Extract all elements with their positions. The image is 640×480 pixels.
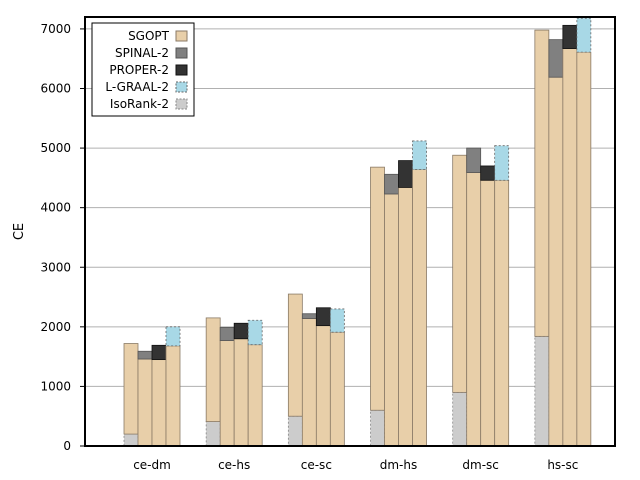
- bar-sgopt: [562, 48, 578, 447]
- bar-sgopt: [287, 293, 303, 417]
- bar-sgopt: [412, 169, 427, 447]
- bar-sgopt: [123, 343, 139, 435]
- bar-proper-2: [562, 24, 578, 49]
- legend-label: L-GRAAL-2: [105, 80, 169, 94]
- y-axis: 0 1000 2000 3000 4000 5000 6000 7000: [40, 22, 85, 453]
- bar-proper-2: [315, 307, 331, 327]
- bar-sgopt: [165, 345, 181, 447]
- bar-sgopt: [480, 179, 496, 447]
- bar-proper-2: [151, 344, 167, 361]
- legend: SGOPT SPINAL-2 PROPER-2 L-GRAAL-2 IsoRank-2: [91, 22, 195, 117]
- bar-isorank-2: [287, 415, 303, 447]
- bar-spinal-2: [548, 39, 564, 78]
- bar-isorank-2: [370, 409, 385, 447]
- bar-sgopt: [151, 359, 167, 447]
- bar-sgopt: [452, 154, 468, 393]
- x-tick-label: ce-hs: [218, 458, 250, 472]
- bar-sgopt: [301, 318, 317, 447]
- legend-swatch: [175, 64, 188, 76]
- bar-spinal-2: [219, 327, 235, 341]
- bar-l-graal-2: [494, 145, 510, 181]
- bar-proper-2: [398, 160, 413, 188]
- bar-sgopt: [329, 331, 345, 447]
- legend-swatch: [175, 47, 188, 59]
- legend-swatch: [175, 98, 188, 110]
- bar-sgopt: [384, 193, 399, 447]
- legend-label: IsoRank-2: [110, 97, 169, 111]
- y-tick-label: 4000: [40, 201, 71, 215]
- y-axis-title: CE: [12, 223, 27, 240]
- bar-proper-2: [233, 322, 249, 340]
- bar-sgopt: [398, 187, 413, 447]
- plot-frame: [84, 16, 616, 447]
- x-tick-label: ce-dm: [133, 458, 171, 472]
- x-axis: ce-dm ce-hs ce-sc dm-hs dm-sc hs-sc: [133, 458, 578, 472]
- x-tick-label: hs-sc: [547, 458, 578, 472]
- bar-sgopt: [370, 166, 385, 411]
- y-tick-label: 0: [63, 439, 71, 453]
- legend-label: SPINAL-2: [115, 46, 169, 60]
- y-tick-label: 7000: [40, 22, 71, 36]
- bar-isorank-2: [534, 335, 550, 447]
- legend-label: SGOPT: [128, 29, 170, 43]
- bar-sgopt: [315, 325, 331, 447]
- x-tick-label: dm-sc: [462, 458, 499, 472]
- bar-spinal-2: [137, 350, 153, 360]
- y-tick-label: 3000: [40, 260, 71, 274]
- y-tick-label: 6000: [40, 82, 71, 96]
- bar-sgopt: [534, 29, 550, 337]
- y-tick-label: 5000: [40, 141, 71, 155]
- legend-swatch: [175, 81, 188, 93]
- bar-l-graal-2: [412, 140, 427, 170]
- bar-isorank-2: [452, 391, 468, 447]
- y-tick-label: 2000: [40, 320, 71, 334]
- bar-l-graal-2: [329, 308, 345, 333]
- bar-spinal-2: [301, 313, 317, 319]
- bar-sgopt: [219, 340, 235, 447]
- x-tick-label: ce-sc: [301, 458, 332, 472]
- bar-sgopt: [494, 179, 510, 447]
- y-tick-label: 1000: [40, 379, 71, 393]
- bar-spinal-2: [384, 173, 399, 195]
- bar-isorank-2: [123, 433, 139, 447]
- legend-swatch: [175, 30, 188, 42]
- bar-sgopt: [548, 76, 564, 447]
- legend-label: PROPER-2: [109, 63, 169, 77]
- bar-sgopt: [137, 358, 153, 447]
- bar-sgopt: [576, 51, 592, 447]
- bars: [123, 17, 592, 447]
- bar-l-graal-2: [165, 326, 181, 347]
- bar-proper-2: [480, 165, 496, 181]
- bar-sgopt: [466, 172, 482, 447]
- bar-spinal-2: [466, 147, 482, 173]
- bar-l-graal-2: [576, 17, 592, 53]
- bar-l-graal-2: [247, 319, 263, 346]
- bar-sgopt: [247, 344, 263, 447]
- bar-sgopt: [205, 317, 221, 422]
- x-tick-label: dm-hs: [380, 458, 418, 472]
- bar-sgopt: [233, 338, 249, 447]
- bar-isorank-2: [205, 421, 221, 447]
